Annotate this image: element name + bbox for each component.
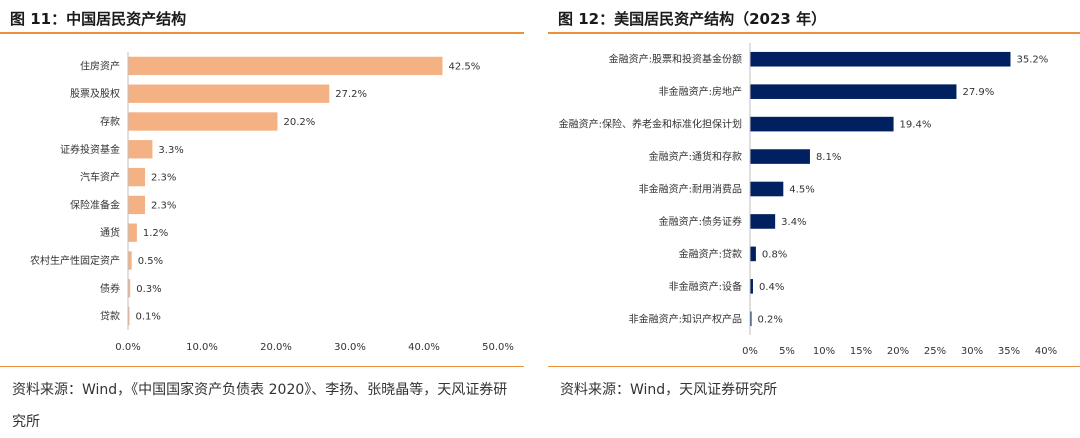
data-label: 3.3% xyxy=(158,145,183,156)
data-label: 27.9% xyxy=(962,87,994,98)
bar xyxy=(128,112,278,131)
bar xyxy=(128,84,330,103)
bar xyxy=(128,306,130,326)
source-divider xyxy=(548,366,1080,367)
chart-title: 图 12：美国居民资产结构（2023 年） xyxy=(558,10,827,28)
data-label: 3.4% xyxy=(781,217,806,228)
us-bar-chart: 金融资产:股票和投资基金份额 35.2% 非金融资产:房地产 27.9% 金融资产:保险… xyxy=(559,43,1057,357)
bar xyxy=(128,167,146,187)
category-label: 住房资产 xyxy=(80,59,120,72)
x-tick-label: 35% xyxy=(998,346,1020,357)
category-label: 股票及股权 xyxy=(70,87,120,100)
title-divider xyxy=(0,32,524,34)
data-label: 2.3% xyxy=(151,200,176,211)
bar xyxy=(750,214,776,229)
category-label: 金融资产:通货和存款 xyxy=(649,150,742,163)
data-label: 0.4% xyxy=(759,282,784,293)
category-label: 金融资产:贷款 xyxy=(679,247,742,260)
x-tick-label: 0.0% xyxy=(115,342,140,353)
x-tick-label: 20.0% xyxy=(260,342,292,353)
bar xyxy=(128,223,137,242)
category-label: 金融资产:保险、养老金和标准化担保计划 xyxy=(559,118,742,131)
data-label: 35.2% xyxy=(1016,55,1048,66)
category-label: 非金融资产:设备 xyxy=(669,280,742,293)
x-tick-label: 30% xyxy=(961,346,983,357)
category-label: 非金融资产:房地产 xyxy=(659,85,742,98)
category-label: 债券 xyxy=(100,282,120,295)
category-label: 非金融资产:知识产权产品 xyxy=(629,312,742,325)
bar xyxy=(750,311,752,327)
data-label: 0.5% xyxy=(138,256,163,267)
data-label: 0.1% xyxy=(136,312,161,323)
bar xyxy=(128,279,131,298)
bar xyxy=(128,56,443,76)
x-tick-label: 15% xyxy=(850,346,872,357)
category-label: 非金融资产:耐用消费品 xyxy=(639,183,742,196)
x-tick-label: 10.0% xyxy=(186,342,218,353)
bar xyxy=(750,181,784,197)
x-tick-label: 50.0% xyxy=(482,342,514,353)
source-note: 资料来源：Wind，《中国国家资产负债表 2020》、李扬、张晓晶等，天风证券研… xyxy=(12,382,508,430)
data-label: 4.5% xyxy=(789,185,814,196)
source-note: 资料来源：Wind，天风证券研究所 xyxy=(560,382,778,398)
data-label: 42.5% xyxy=(449,61,481,72)
bar xyxy=(750,149,810,164)
category-label: 通货 xyxy=(100,226,120,239)
category-label: 金融资产:债务证券 xyxy=(659,215,742,228)
data-label: 8.1% xyxy=(816,152,841,163)
bar xyxy=(750,51,1011,67)
category-label: 保险准备金 xyxy=(70,198,120,211)
source-divider xyxy=(0,366,524,367)
data-label: 1.2% xyxy=(143,228,168,239)
x-tick-label: 0% xyxy=(742,346,758,357)
data-label: 0.2% xyxy=(758,314,783,325)
china-bar-chart: 住房资产 42.5% 股票及股权 27.2% 存款 20.2% 证券投资基金 3.3% 汽车资产… xyxy=(30,52,514,353)
category-label: 金融资产:股票和投资基金份额 xyxy=(609,53,742,66)
x-tick-label: 10% xyxy=(813,346,835,357)
chart-title: 图 11：中国居民资产结构 xyxy=(10,10,187,28)
x-tick-label: 5% xyxy=(779,346,795,357)
bar xyxy=(750,279,753,294)
china-chart-panel: 图 11：中国居民资产结构 住房资产 42.5% 股票及股权 27.2% 存款 20.2%… xyxy=(0,0,524,430)
category-label: 存款 xyxy=(100,115,120,128)
category-label: 汽车资产 xyxy=(80,171,120,184)
bar xyxy=(750,246,756,262)
bar xyxy=(128,195,146,215)
bar xyxy=(750,84,957,99)
x-tick-label: 30.0% xyxy=(334,342,366,353)
x-tick-label: 25% xyxy=(924,346,946,357)
x-tick-label: 20% xyxy=(887,346,909,357)
bar xyxy=(128,140,153,159)
data-label: 2.3% xyxy=(151,173,176,184)
category-label: 农村生产性固定资产 xyxy=(30,254,120,267)
data-label: 0.8% xyxy=(762,249,787,260)
bar xyxy=(750,116,894,132)
x-tick-label: 40.0% xyxy=(408,342,440,353)
data-label: 0.3% xyxy=(136,284,161,295)
category-label: 证券投资基金 xyxy=(60,143,120,156)
title-divider xyxy=(548,32,1080,34)
x-tick-label: 40% xyxy=(1035,346,1057,357)
bar xyxy=(128,251,132,270)
data-label: 20.2% xyxy=(283,117,315,128)
category-label: 贷款 xyxy=(100,310,120,323)
data-label: 19.4% xyxy=(900,120,932,131)
data-label: 27.2% xyxy=(335,89,367,100)
us-chart-panel: 图 12：美国居民资产结构（2023 年） 金融资产:股票和投资基金份额 35.2… xyxy=(548,0,1080,430)
